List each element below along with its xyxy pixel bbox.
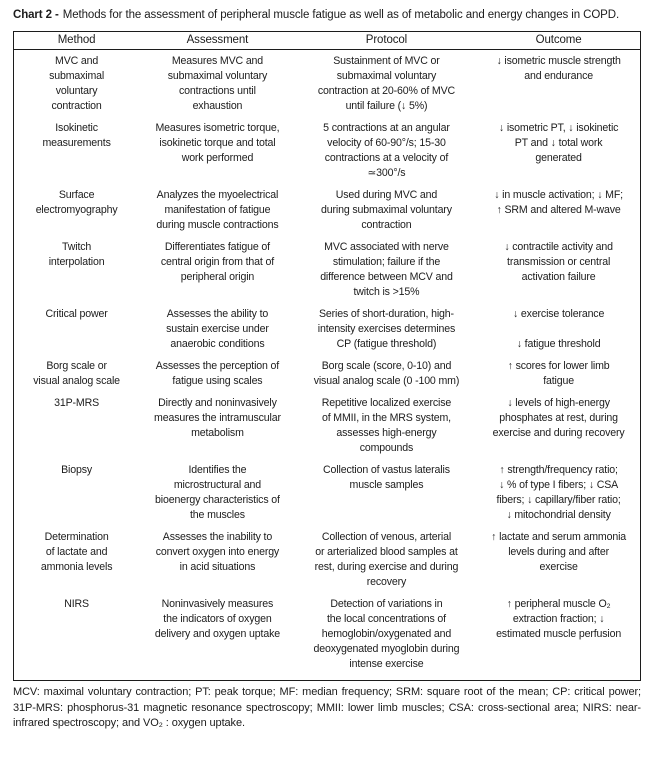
cell-protocol: Repetitive localized exercise of MMII, i… — [321, 397, 452, 455]
cell-method: Isokinetic measurements — [42, 122, 111, 150]
cell-method: Borg scale or visual analog scale — [33, 360, 120, 388]
table-row: MVC and submaximal voluntary contraction… — [14, 53, 640, 120]
cell-outcome: ↑ scores for lower limb fatigue — [507, 360, 610, 388]
cell-outcome: ↑ lactate and serum ammonia levels durin… — [491, 531, 627, 574]
cell-assessment: Analyzes the myoelectrical manifestation… — [156, 189, 279, 232]
cell-outcome: ↓ exercise tolerance ↓ fatigue threshold — [512, 308, 605, 351]
cell-protocol: Detection of variations in the local con… — [313, 598, 460, 671]
cell-protocol: Collection of vastus lateralis muscle sa… — [323, 464, 450, 492]
cell-outcome: ↑ strength/frequency ratio; ↓ % of type … — [496, 464, 621, 522]
table-body: MVC and submaximal voluntary contraction… — [14, 50, 640, 680]
cell-assessment: Directly and noninvasively measures the … — [154, 397, 281, 440]
abbreviations-footnote: MCV: maximal voluntary contraction; PT: … — [13, 686, 641, 730]
cell-outcome: ↓ contractile activity and transmission … — [504, 241, 613, 284]
table-row: Isokinetic measurements Measures isometr… — [14, 120, 640, 187]
cell-method: MVC and submaximal voluntary contraction — [49, 55, 105, 113]
cell-outcome: ↓ isometric muscle strength and enduranc… — [496, 55, 621, 83]
table-row: Determination of lactate and ammonia lev… — [14, 529, 640, 596]
cell-assessment: Identifies the microstructural and bioen… — [155, 464, 280, 522]
column-header-method: Method — [57, 34, 96, 47]
cell-assessment: Assesses the ability to sustain exercise… — [166, 308, 269, 351]
cell-protocol: Collection of venous, arterial or arteri… — [314, 531, 459, 589]
table-row: Twitch interpolation Differentiates fati… — [14, 239, 640, 306]
table-row: 31P-MRS Directly and noninvasively measu… — [14, 395, 640, 462]
table-row: Critical power Assesses the ability to s… — [14, 306, 640, 358]
table-row: NIRS Noninvasively measures the indicato… — [14, 596, 640, 678]
cell-assessment: Measures MVC and submaximal voluntary co… — [167, 55, 268, 113]
cell-assessment: Assesses the inability to convert oxygen… — [155, 531, 280, 574]
cell-method: Determination of lactate and ammonia lev… — [40, 531, 113, 574]
cell-outcome: ↓ levels of high-energy phosphates at re… — [492, 397, 625, 440]
cell-outcome: ↑ peripheral muscle O₂ extraction fracti… — [496, 598, 622, 641]
cell-protocol: Used during MVC and during submaximal vo… — [321, 189, 452, 232]
page: Chart 2 - Methods for the assessment of p… — [13, 7, 641, 730]
table-row: Borg scale or visual analog scale Assess… — [14, 358, 640, 395]
methods-table: Method Assessment Protocol Outcome MVC a… — [13, 31, 641, 682]
column-header-assessment: Assessment — [186, 34, 249, 47]
cell-assessment: Differentiates fatigue of central origin… — [160, 241, 274, 284]
cell-protocol: Borg scale (score, 0-10) and visual anal… — [313, 360, 460, 388]
cell-method: Twitch interpolation — [48, 241, 105, 269]
cell-assessment: Measures isometric torque, isokinetic to… — [155, 122, 280, 165]
cell-outcome: ↓ isometric PT, ↓ isokinetic PT and ↓ to… — [498, 122, 619, 165]
table-row: Surface electromyography Analyzes the my… — [14, 187, 640, 239]
chart-caption-label: Chart 2 - — [13, 9, 59, 21]
cell-protocol: MVC associated with nerve stimulation; f… — [320, 241, 453, 299]
cell-outcome: ↓ in muscle activation; ↓ MF; ↑ SRM and … — [494, 189, 623, 217]
cell-protocol: Series of short-duration, high- intensit… — [317, 308, 456, 351]
cell-method: 31P-MRS — [54, 397, 100, 410]
cell-protocol: 5 contractions at an angular velocity of… — [323, 122, 450, 180]
table-header-row: Method Assessment Protocol Outcome — [14, 32, 640, 51]
cell-protocol: Sustainment of MVC or submaximal volunta… — [317, 55, 456, 113]
cell-method: Biopsy — [61, 464, 93, 477]
cell-assessment: Noninvasively measures the indicators of… — [154, 598, 280, 641]
cell-method: NIRS — [64, 598, 89, 611]
chart-caption-text: Methods for the assessment of peripheral… — [62, 9, 620, 21]
cell-assessment: Assesses the perception of fatigue using… — [155, 360, 280, 388]
chart-caption: Chart 2 - Methods for the assessment of p… — [13, 7, 641, 24]
column-header-outcome: Outcome — [535, 34, 582, 47]
cell-method: Critical power — [45, 308, 108, 321]
cell-method: Surface electromyography — [35, 189, 118, 217]
column-header-protocol: Protocol — [365, 34, 408, 47]
table-row: Biopsy Identifies the microstructural an… — [14, 462, 640, 529]
